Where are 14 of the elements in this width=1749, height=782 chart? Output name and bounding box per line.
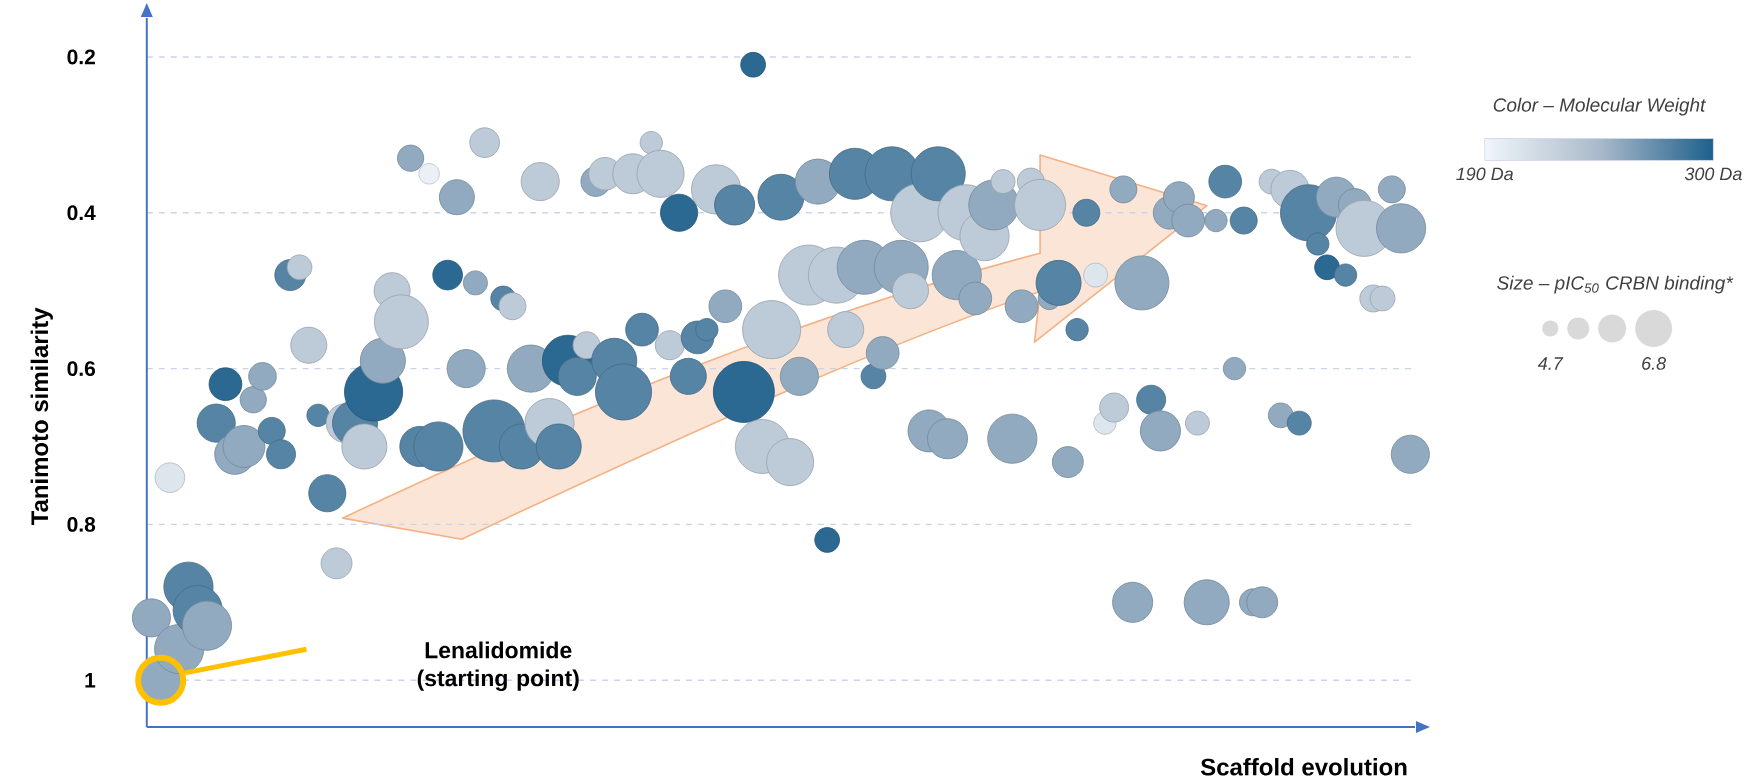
color-bar-label: 190 Da [1456,167,1514,181]
y-axis-title: Tanimoto similarity [30,307,53,525]
text: Size – pIC$_{50}$ CRBN binding* [1497,275,1734,294]
y-tick-label: 0.4 [67,205,96,221]
annotation: Lenalidomide (starting point) [417,641,579,691]
y-tick-label: 0.6 [67,361,96,376]
x-axis-title: Scaffold evolution [1200,757,1407,776]
y-tick-label: 0.8 [67,516,96,532]
text: 6.8 [1642,357,1667,370]
text: 4.7 [1537,357,1564,370]
y-tick-label: 1 [85,672,96,688]
color-bar-title: Color – Molecular Weight [1493,97,1706,116]
color-bar-label: 300 Da [1684,167,1742,181]
y-tick-label: 0.2 [67,49,95,65]
